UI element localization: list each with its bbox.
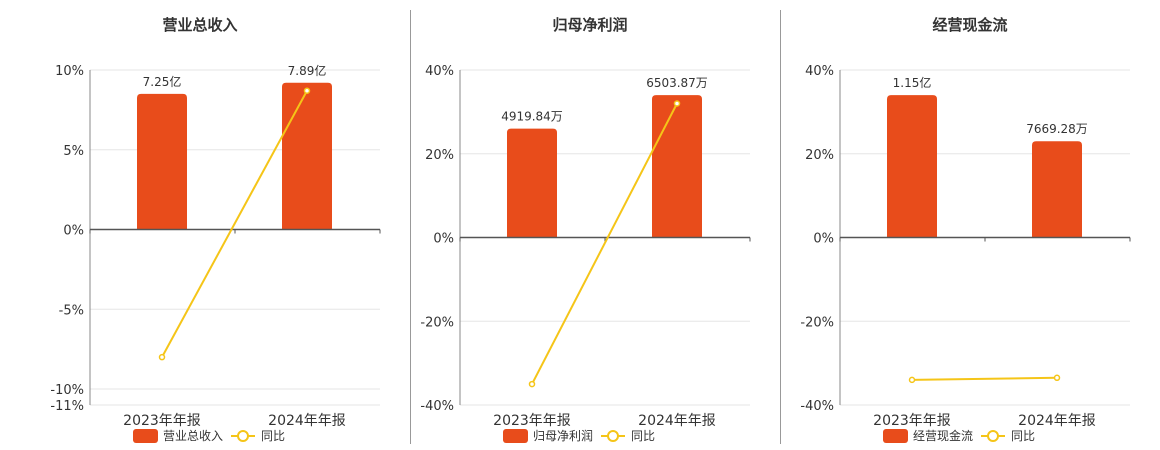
y-tick-label: 0% [433,232,454,247]
chart-panel-operating-cash-flow: 经营现金流 40% 20% 0% -20% -40% 1.15亿 7669.28万 2023年… [780,0,1160,450]
legend-line-marker [987,430,999,442]
y-tick-label: 40% [805,64,834,79]
yoy-point [528,380,536,388]
panel-divider [410,10,411,444]
yoy-point [673,100,681,107]
chart-title: 营业总收入 [162,16,238,34]
revenue-chart-svg: 10% 5% 0% -5% -10%-11% 7.25亿 7.89亿 2023年年报 2024年… [50,63,381,443]
y-tick-label: 20% [805,148,834,163]
panel-divider [780,10,781,444]
y-tick-label: -40% [420,399,454,414]
chart-title: 归母净利润 [552,16,628,34]
y-tick-label: -20% [800,315,834,330]
legend-line-label: 同比 [261,429,285,443]
y-tick-label: 40% [425,64,454,79]
chart-panel-net-profit: 归母净利润 40% 20% 0% -20% -40% 4919.84万 6503.87万 20… [410,0,770,450]
x-category-label: 2024年年报 [1018,413,1096,429]
y-tick-label: -40% [800,399,834,414]
bar [1032,141,1082,238]
bar-data-label: 7.89亿 [288,63,327,78]
x-category-label: 2024年年报 [638,413,716,429]
bar-data-label: 1.15亿 [893,75,932,90]
legend-line-label: 同比 [631,429,655,443]
legend-line-label: 同比 [1011,429,1035,443]
y-tick-label: -5% [59,303,84,318]
legend-bar-label: 营业总收入 [163,429,223,443]
yoy-line [161,90,308,358]
legend-bar-swatch [883,429,908,443]
y-tick-label: 0% [63,224,84,239]
legend-bar-swatch [133,429,158,443]
yoy-point [158,353,166,361]
legend-bar-label: 经营现金流 [913,428,973,443]
bar-data-label: 4919.84万 [501,110,563,124]
bar [282,82,332,230]
bar-data-label: 7669.28万 [1026,122,1088,136]
bar-data-label: 7.25亿 [143,74,182,89]
bar-data-label: 6503.87万 [646,76,708,90]
chart-panel-revenue: 营业总收入 10% 5% 0% -5% -10% -11% 7.25亿 7.89亿 2023年年… [0,0,400,450]
x-category-label: 2023年年报 [493,413,571,429]
y-tick-label: 5% [63,144,84,159]
legend-line-marker [607,430,619,442]
y-tick-label: -11% [50,399,84,414]
x-category-label: 2024年年报 [268,413,346,429]
yoy-line [531,103,678,385]
legend-bar-swatch [503,429,528,443]
x-category-label: 2023年年报 [123,413,201,429]
legend-line-marker [237,430,249,442]
yoy-point [1053,374,1061,382]
cash-flow-chart-svg: 40% 20% 0% -20% -40% 1.15亿 7669.28万 2023年年报 2024… [800,64,1131,443]
net-profit-chart-svg: 40% 20% 0% -20% -40% 4919.84万 6503.87万 2023年年报 2… [420,64,751,443]
bar [507,128,557,238]
yoy-line [911,376,1058,381]
y-tick-label: -10% [50,383,84,398]
bar [887,95,937,238]
y-tick-label: 10% [55,64,84,79]
y-tick-label: 20% [425,148,454,163]
yoy-point [303,87,311,94]
y-tick-label: -20% [420,315,454,330]
bar [137,93,187,230]
chart-title: 经营现金流 [932,16,1008,34]
x-category-label: 2023年年报 [873,413,951,429]
bar [652,95,702,238]
yoy-point [908,376,916,384]
legend-bar-label: 归母净利润 [533,429,593,443]
y-tick-label: 0% [813,232,834,247]
